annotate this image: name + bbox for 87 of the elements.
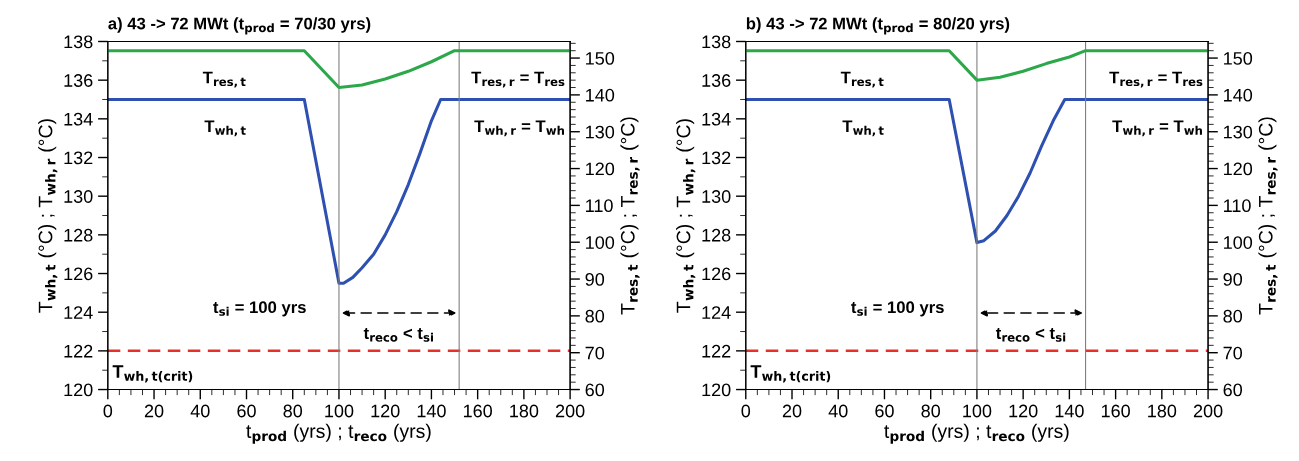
- y2-tick-label: 130: [1224, 125, 1253, 139]
- y-tick-label: 126: [64, 267, 93, 281]
- y-tick-label: 130: [64, 190, 93, 203]
- y2-tick-label: 120: [586, 162, 615, 176]
- y-tick-label: 124: [702, 306, 731, 319]
- y-tick-label: 124: [64, 306, 93, 319]
- chart-title: a) 43 -> 72 MWt (t$_{prod}$ = 70/30 yrs): [108, 17, 371, 35]
- y-tick-label: 136: [702, 74, 731, 87]
- x-tick-label: 200: [555, 404, 585, 418]
- annotation: t$_{reco}$ < t$_{si}$: [363, 327, 433, 342]
- y-tick-label: 126: [702, 267, 731, 281]
- y2-tick-label: 150: [1224, 52, 1253, 65]
- y2-tick-label: 90: [585, 272, 605, 286]
- y-tick-label: 132: [64, 151, 93, 165]
- annotation: T$_{res,t}$: [840, 71, 884, 88]
- x-tick-label: 20: [144, 404, 164, 418]
- annotation: T$_{wh,r}$ = T$_{wh}$: [1112, 120, 1202, 137]
- y2-tick-label: 100: [586, 236, 615, 249]
- y-tick-label: 138: [64, 35, 93, 49]
- x-tick-label: 60: [237, 404, 256, 418]
- y2-tick-label: 70: [585, 346, 605, 360]
- y-tick-label: 130: [702, 190, 731, 203]
- line-series: [107, 49, 571, 90]
- annotation: t$_{si}$ = 100 yrs: [213, 301, 306, 317]
- y-tick-label: 120: [702, 383, 731, 397]
- line-series: [745, 97, 1209, 245]
- y2-tick-label: 140: [1224, 88, 1253, 102]
- y-tick-label: 134: [702, 112, 731, 126]
- y-tick-label: 128: [702, 228, 731, 242]
- x-tick-label: 180: [510, 404, 539, 418]
- x-tick-label: 60: [875, 404, 894, 418]
- x-tick-label: 20: [782, 404, 802, 418]
- x-tick-label: 200: [1193, 404, 1223, 418]
- y2-tick-label: 60: [585, 383, 605, 397]
- x-tick-label: 100: [963, 404, 992, 418]
- y-tick-label: 122: [64, 344, 93, 358]
- y2-tick-label: 60: [1223, 383, 1243, 397]
- annotation: T$_{wh,t}$: [842, 120, 884, 137]
- x-tick-label: 0: [741, 404, 751, 418]
- y-axis-title: T$_{wh,t}$ (°C) ; T$_{wh,r}$ (°C): [676, 119, 696, 313]
- x-tick-label: 40: [828, 404, 848, 418]
- y2-axis-title: T$_{res,t}$ (°C) ; T$_{res,r}$ (°C): [1258, 117, 1278, 315]
- y2-tick-label: 140: [586, 88, 615, 102]
- y-tick-label: 134: [64, 112, 93, 126]
- y2-tick-label: 110: [1224, 199, 1251, 213]
- y2-tick-label: 130: [586, 125, 615, 139]
- y2-tick-label: 150: [586, 52, 615, 65]
- y2-tick-label: 120: [1224, 162, 1253, 176]
- annotation: T$_{res,t}$: [202, 71, 246, 88]
- y2-tick-label: 80: [1223, 309, 1243, 323]
- x-axis-title: t$_{prod}$ (yrs) ; t$_{reco}$ (yrs): [884, 423, 1069, 444]
- x-tick-label: 160: [1101, 404, 1130, 418]
- x-tick-label: 80: [283, 404, 303, 418]
- y2-tick-label: 90: [1223, 272, 1243, 286]
- x-tick-label: 80: [921, 404, 941, 418]
- y2-tick-label: 80: [585, 309, 605, 323]
- x-tick-label: 140: [1055, 404, 1084, 418]
- y2-tick-label: 70: [1223, 346, 1243, 360]
- annotation: T$_{res,r}$ = T$_{res}$: [1109, 71, 1203, 88]
- line-series: [107, 97, 571, 285]
- y2-axis-title: T$_{res,t}$ (°C) ; T$_{res,r}$ (°C): [620, 117, 640, 315]
- y2-tick-label: 110: [586, 199, 613, 213]
- annotation: t$_{si}$ = 100 yrs: [851, 301, 944, 317]
- x-tick-label: 100: [325, 404, 354, 418]
- y-tick-label: 136: [64, 74, 93, 87]
- y-tick-label: 120: [64, 383, 93, 397]
- annotation: T$_{res,r}$ = T$_{res}$: [471, 71, 565, 88]
- chart-title: b) 43 -> 72 MWt (t$_{prod}$ = 80/20 yrs): [746, 17, 1010, 35]
- annotation: T$_{wh,r}$ = T$_{wh}$: [474, 120, 564, 137]
- x-tick-label: 140: [417, 404, 446, 418]
- x-tick-label: 120: [371, 404, 400, 418]
- y2-tick-label: 100: [1224, 236, 1253, 249]
- ref-line-label: T$_{wh,t(crit)}$: [750, 365, 831, 383]
- y-tick-label: 122: [702, 344, 731, 358]
- y-tick-label: 128: [64, 228, 93, 242]
- annotation: T$_{wh,t}$: [204, 120, 246, 137]
- ref-line-label: T$_{wh,t(crit)}$: [112, 365, 193, 383]
- x-tick-label: 120: [1009, 404, 1038, 418]
- x-tick-label: 180: [1148, 404, 1177, 418]
- x-axis-title: t$_{prod}$ (yrs) ; t$_{reco}$ (yrs): [246, 423, 431, 444]
- x-tick-label: 40: [190, 404, 210, 418]
- y-tick-label: 132: [702, 151, 731, 165]
- x-tick-label: 160: [463, 404, 493, 418]
- x-tick-label: 0: [103, 404, 113, 418]
- y-axis-title: T$_{wh,t}$ (°C) ; T$_{wh,r}$ (°C): [38, 119, 58, 313]
- y-tick-label: 138: [702, 35, 731, 49]
- annotation: t$_{reco}$ < t$_{si}$: [995, 327, 1066, 342]
